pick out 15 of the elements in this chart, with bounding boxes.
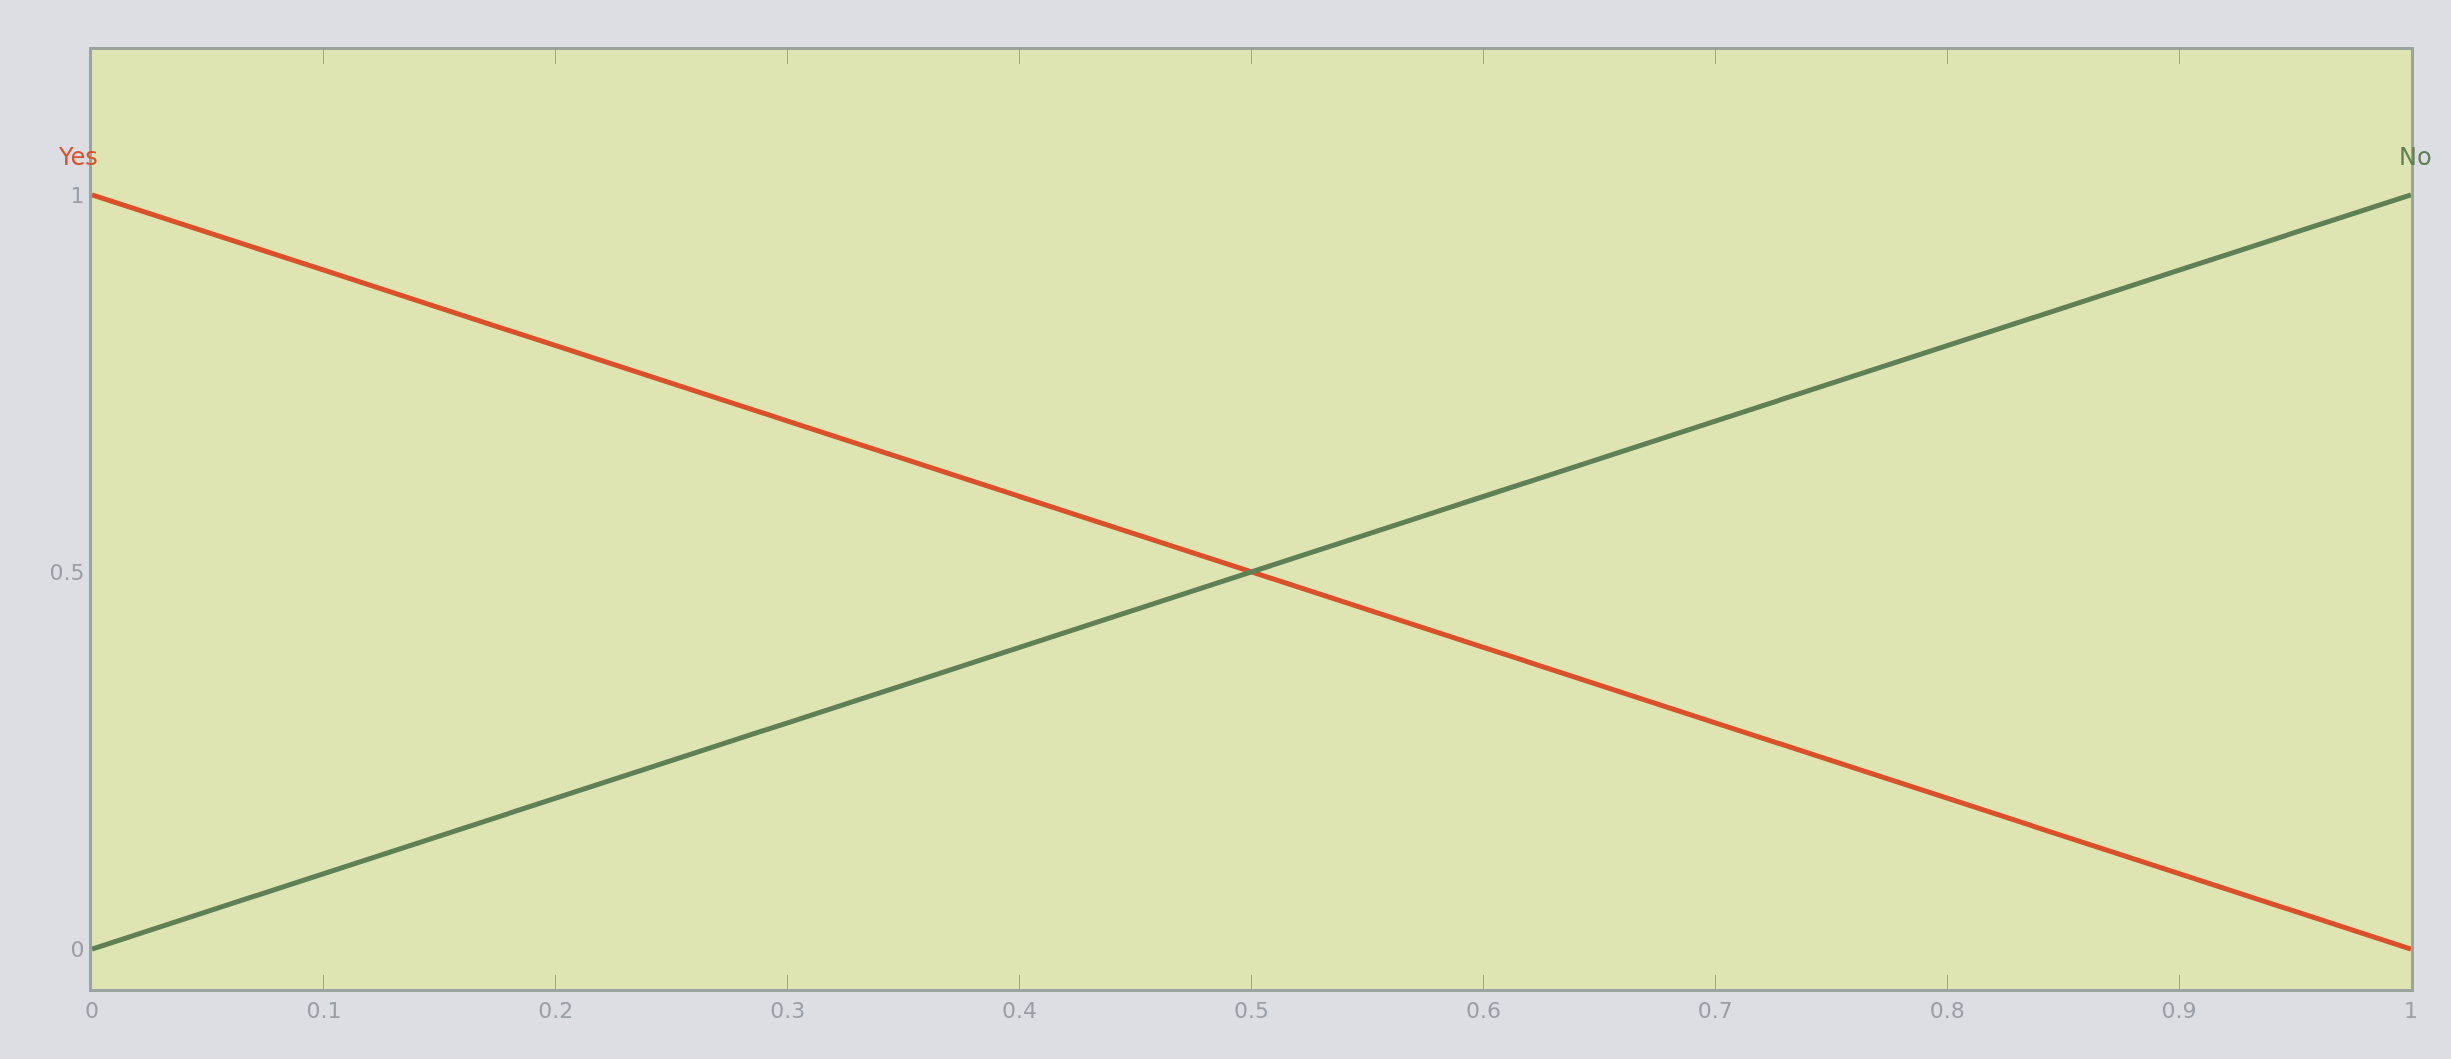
x-tick-label: 0.6 — [1465, 998, 1501, 1024]
x-tick-label: 0.8 — [1929, 998, 1965, 1024]
x-tick-label: 1 — [2404, 998, 2418, 1024]
x-tick-label: 0.7 — [1697, 998, 1733, 1024]
y-tick-label: 0 — [70, 936, 85, 962]
x-tick-label: 0.2 — [538, 998, 574, 1024]
y-tick-label: 1 — [70, 182, 85, 208]
series-label: Yes — [58, 143, 98, 171]
x-tick-label: 0.9 — [2161, 998, 2197, 1024]
y-tick-label: 0.5 — [49, 559, 85, 585]
x-tick-label: 0.3 — [770, 998, 806, 1024]
x-tick-label: 0.4 — [1002, 998, 1038, 1024]
series-label: No — [2399, 143, 2432, 171]
x-tick-label: 0.1 — [306, 998, 342, 1024]
x-tick-label: 0.5 — [1234, 998, 1269, 1024]
